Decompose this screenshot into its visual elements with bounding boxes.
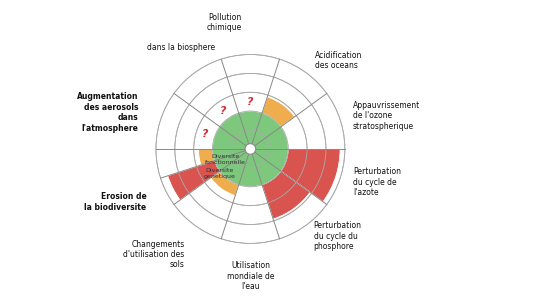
Circle shape (213, 111, 288, 187)
Text: Erosion de
la biodiversite: Erosion de la biodiversite (84, 192, 146, 212)
Text: Augmentation
des aerosols
dans
l'atmosphere: Augmentation des aerosols dans l'atmosph… (77, 92, 138, 133)
Circle shape (245, 144, 256, 154)
Wedge shape (252, 97, 295, 147)
Wedge shape (168, 150, 248, 200)
Text: Diversite
genetique: Diversite genetique (203, 168, 235, 178)
Text: Perturbation
du cycle du
phosphore: Perturbation du cycle du phosphore (313, 221, 362, 251)
Text: Pollution
chimique: Pollution chimique (206, 13, 242, 32)
Wedge shape (242, 152, 259, 176)
Wedge shape (253, 149, 340, 202)
Wedge shape (198, 149, 248, 165)
Wedge shape (252, 151, 310, 219)
Text: ?: ? (202, 129, 209, 140)
Circle shape (156, 55, 345, 243)
Text: ?: ? (219, 106, 226, 116)
Text: Appauvrissement
de l'ozone
stratospherique: Appauvrissement de l'ozone stratospheriq… (353, 101, 420, 130)
Text: Diversite
fonctionnelle: Diversite fonctionnelle (205, 154, 246, 165)
Text: Acidification
des oceans: Acidification des oceans (315, 51, 362, 70)
Wedge shape (253, 131, 281, 149)
Text: Utilisation
mondiale de
l'eau: Utilisation mondiale de l'eau (227, 261, 274, 291)
Text: ?: ? (247, 97, 254, 107)
Text: dans la biosphere: dans la biosphere (147, 43, 215, 52)
Text: Changements
d'utilisation des
sols: Changements d'utilisation des sols (123, 240, 185, 269)
Text: Perturbation
du cycle de
l'azote: Perturbation du cycle de l'azote (353, 167, 401, 197)
Wedge shape (210, 151, 249, 196)
